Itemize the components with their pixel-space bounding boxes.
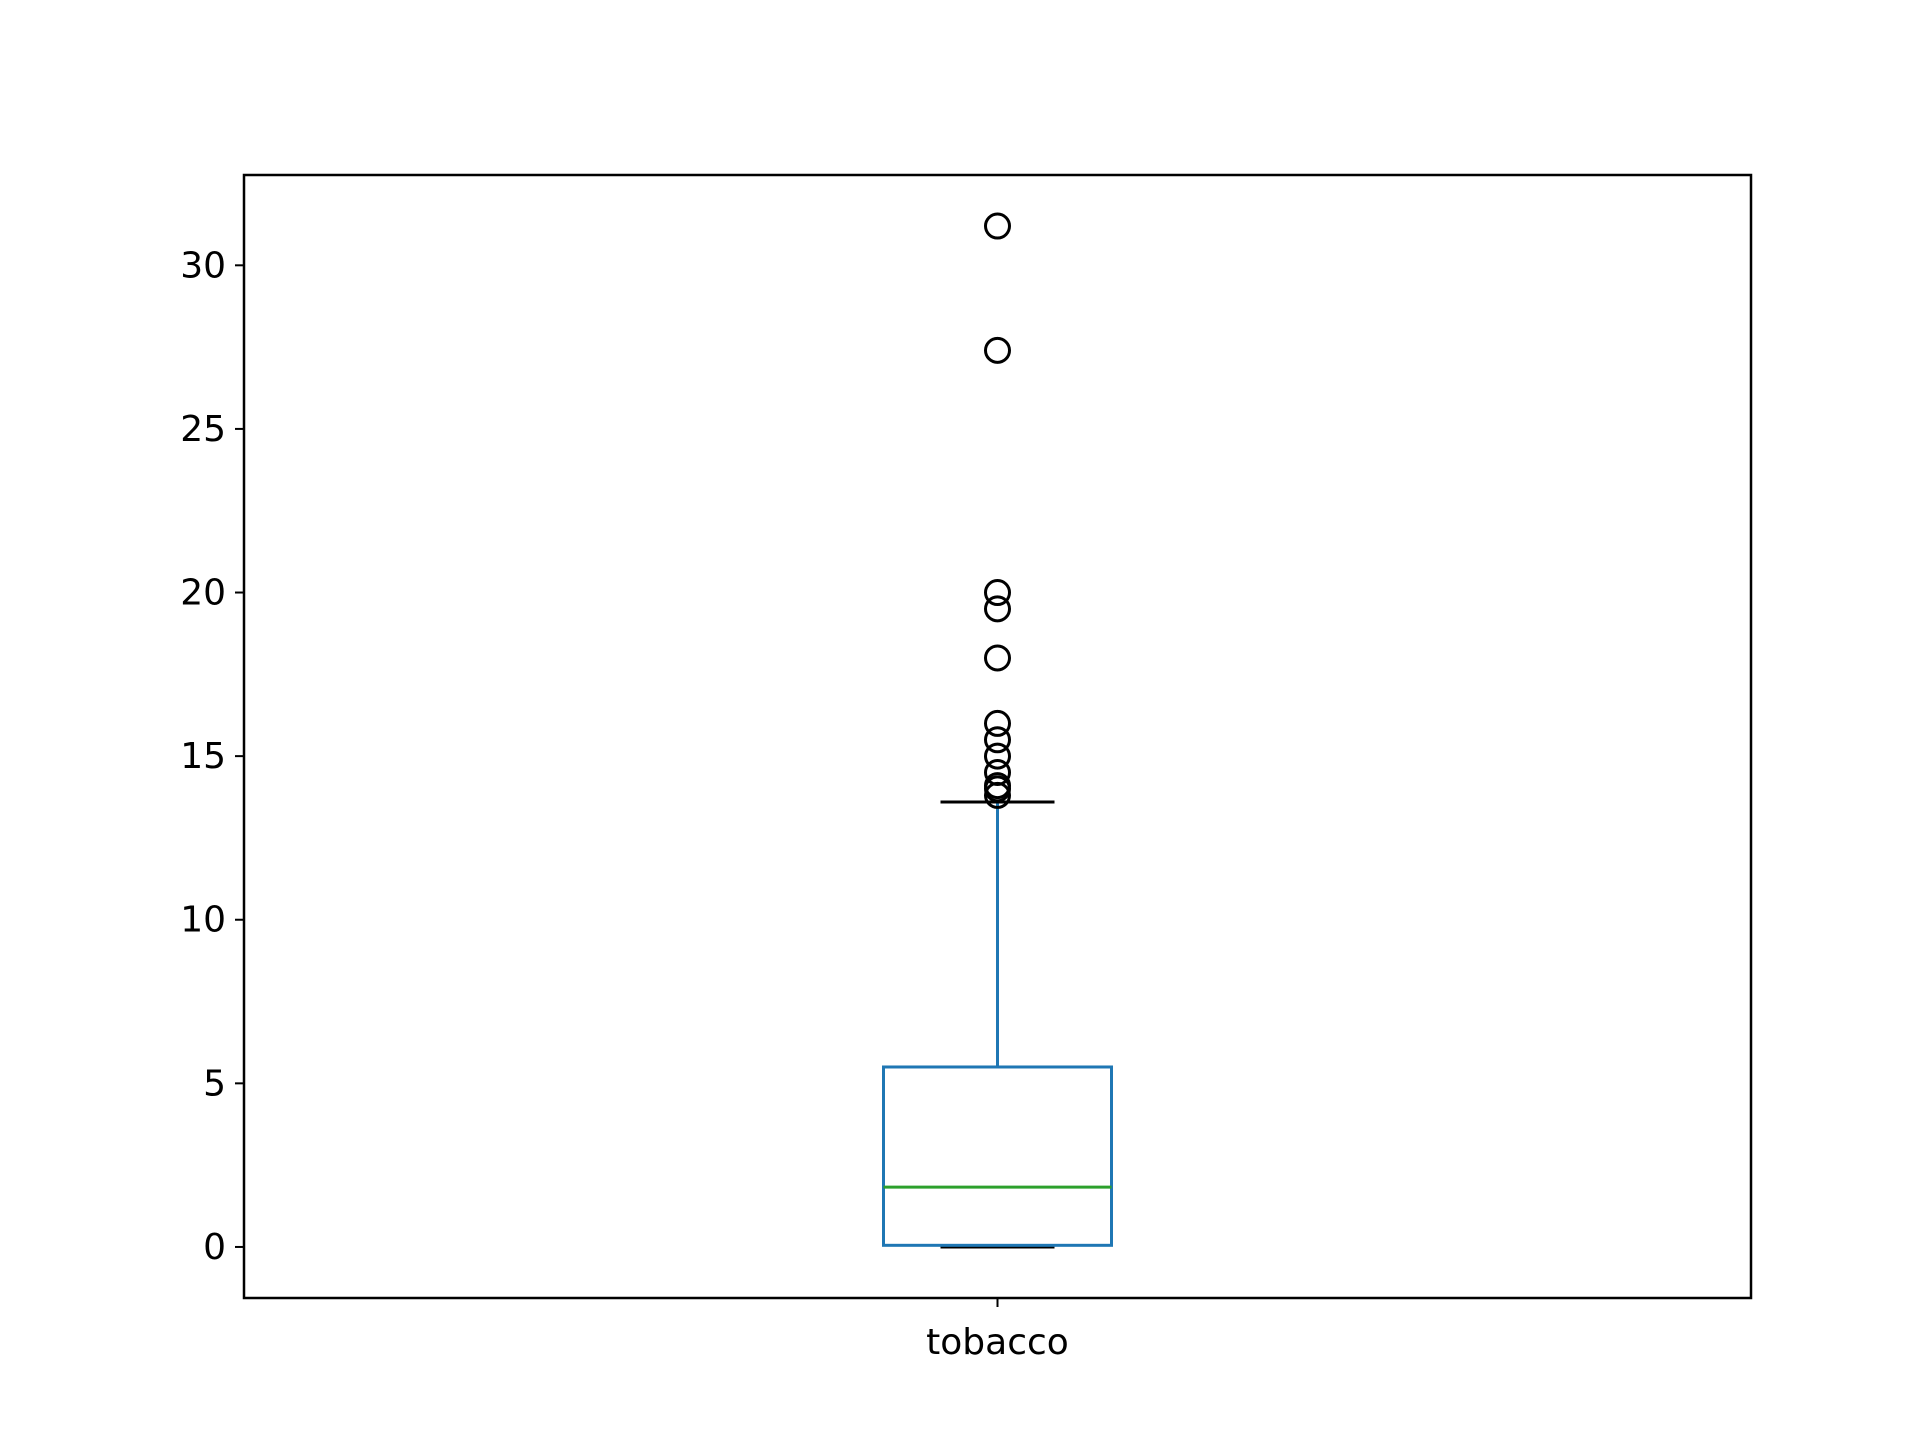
y-tick-label: 25 <box>180 409 226 450</box>
x-axis: tobacco <box>926 1298 1069 1363</box>
outlier-point <box>984 726 1011 754</box>
outlier-point <box>984 742 1011 770</box>
outlier-point <box>984 579 1011 607</box>
y-axis: 0 5 10 15 20 25 30 <box>180 245 244 1268</box>
x-tick-label: tobacco <box>926 1322 1069 1363</box>
outlier-point <box>984 709 1011 737</box>
outlier-point <box>984 758 1011 786</box>
y-tick-label: 0 <box>203 1227 226 1268</box>
outlier-point <box>984 644 1011 672</box>
chart-marks <box>882 212 1113 1249</box>
outlier-point <box>984 212 1011 240</box>
iqr-box <box>882 1065 1113 1247</box>
y-tick-label: 10 <box>180 900 226 941</box>
y-tick-label: 5 <box>203 1063 226 1104</box>
y-tick-label: 20 <box>180 573 226 614</box>
y-tick-label: 30 <box>180 245 226 286</box>
y-tick-label: 15 <box>180 736 226 777</box>
outlier-point <box>984 595 1011 623</box>
outlier-point <box>984 772 1011 800</box>
outlier-point <box>984 336 1011 364</box>
